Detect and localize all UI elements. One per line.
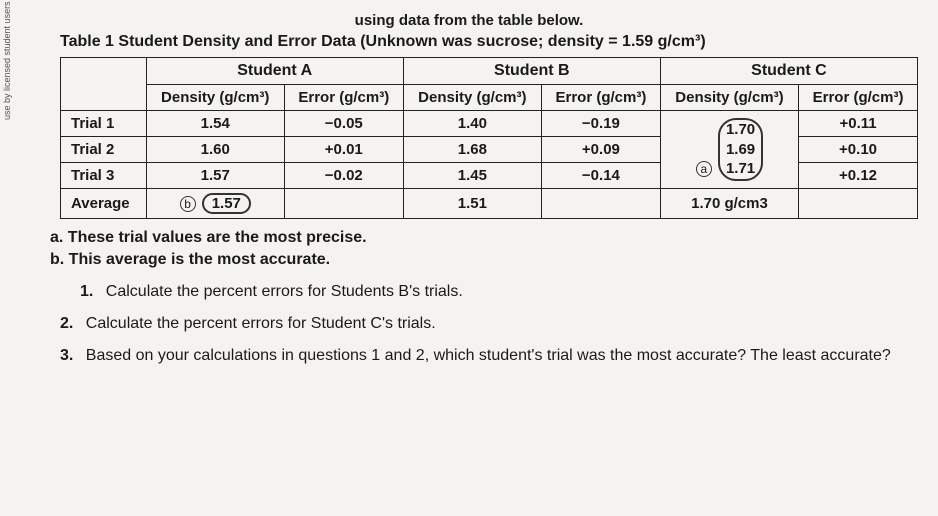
- cell: 1.57: [146, 163, 284, 189]
- question-text: Based on your calculations in questions …: [86, 347, 891, 364]
- question-number: 1.: [80, 283, 93, 300]
- group-header-a: Student A: [146, 58, 403, 85]
- circled-accurate-value: 1.57: [202, 193, 251, 214]
- question-text: Calculate the percent errors for Student…: [106, 283, 463, 300]
- cell: −0.14: [541, 163, 660, 189]
- cell: 1.71: [726, 160, 755, 177]
- question-2: 2. Calculate the percent errors for Stud…: [60, 315, 918, 333]
- question-text: Calculate the percent errors for Student…: [86, 315, 436, 332]
- cell: −0.05: [284, 111, 403, 137]
- cell: +0.01: [284, 137, 403, 163]
- cell: +0.11: [799, 111, 918, 137]
- cell: 1.68: [403, 137, 541, 163]
- questions-block: 1. Calculate the percent errors for Stud…: [60, 283, 918, 365]
- question-1: 1. Calculate the percent errors for Stud…: [80, 283, 918, 301]
- table-row: Average b 1.57 1.51 1.70 g/cm3: [61, 189, 918, 219]
- cell: 1.70: [726, 121, 755, 138]
- side-copyright-text: use by licensed student users only and m…: [2, 0, 12, 120]
- cell: [284, 189, 403, 219]
- cell-average-a: b 1.57: [146, 189, 284, 219]
- sub-density-c: Density (g/cm³): [660, 85, 798, 111]
- sub-density-a: Density (g/cm³): [146, 85, 284, 111]
- table-notes: a. These trial values are the most preci…: [50, 229, 918, 269]
- corner-cell: [61, 58, 147, 111]
- note-a: a. These trial values are the most preci…: [50, 229, 918, 247]
- cell: 1.40: [403, 111, 541, 137]
- sub-error-a: Error (g/cm³): [284, 85, 403, 111]
- group-header-b: Student B: [403, 58, 660, 85]
- sub-error-c: Error (g/cm³): [799, 85, 918, 111]
- question-number: 2.: [60, 315, 73, 332]
- group-header-c: Student C: [660, 58, 917, 85]
- cell: 1.60: [146, 137, 284, 163]
- table-row: Trial 1 1.54 −0.05 1.40 −0.19 a 1.70 1.6…: [61, 111, 918, 137]
- annotation-b-marker: b: [180, 196, 196, 212]
- row-label: Average: [61, 189, 147, 219]
- density-table: Student A Student B Student C Density (g…: [60, 57, 918, 219]
- cell: 1.70 g/cm3: [660, 189, 798, 219]
- cell: 1.54: [146, 111, 284, 137]
- row-label: Trial 1: [61, 111, 147, 137]
- cell: −0.19: [541, 111, 660, 137]
- cell: 1.45: [403, 163, 541, 189]
- circled-precise-values: 1.70 1.69 1.71: [718, 118, 763, 181]
- row-label: Trial 3: [61, 163, 147, 189]
- pre-title-fragment: using data from the table below.: [20, 12, 918, 29]
- cell-c-density-block: a 1.70 1.69 1.71: [660, 111, 798, 189]
- question-number: 3.: [60, 347, 73, 364]
- annotation-a-marker: a: [696, 161, 712, 177]
- cell: [799, 189, 918, 219]
- cell: −0.02: [284, 163, 403, 189]
- cell: 1.51: [403, 189, 541, 219]
- sub-density-b: Density (g/cm³): [403, 85, 541, 111]
- table-title: Table 1 Student Density and Error Data (…: [60, 33, 918, 51]
- question-3: 3. Based on your calculations in questio…: [60, 347, 918, 365]
- cell: 1.69: [726, 141, 755, 158]
- cell: +0.09: [541, 137, 660, 163]
- cell: +0.10: [799, 137, 918, 163]
- row-label: Trial 2: [61, 137, 147, 163]
- cell: [541, 189, 660, 219]
- cell: +0.12: [799, 163, 918, 189]
- sub-error-b: Error (g/cm³): [541, 85, 660, 111]
- note-b: b. This average is the most accurate.: [50, 251, 918, 269]
